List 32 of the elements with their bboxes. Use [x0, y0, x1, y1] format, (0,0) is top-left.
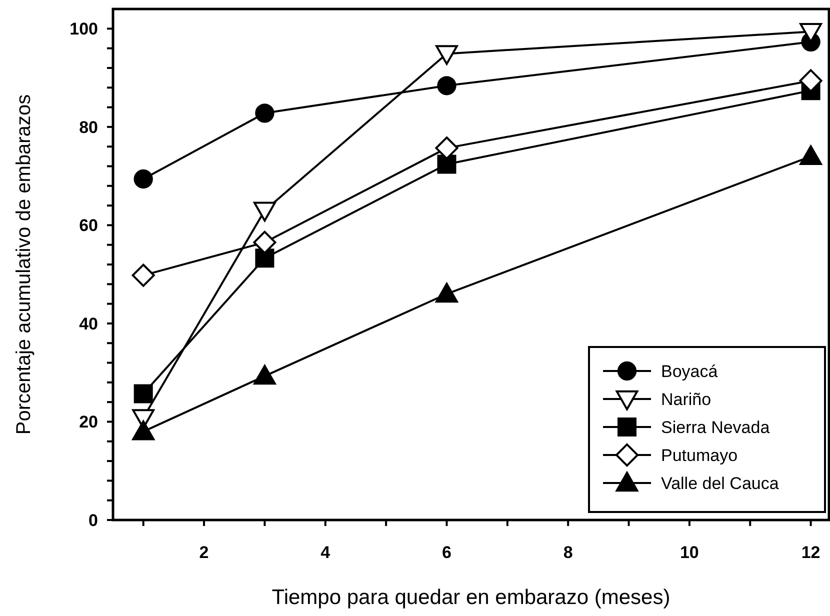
point [255, 248, 274, 268]
y-tick-label: 20 [79, 412, 98, 432]
point [437, 76, 456, 96]
point [255, 104, 274, 123]
y-tick-label: 60 [79, 216, 98, 236]
point [134, 169, 153, 189]
point [437, 154, 456, 174]
point [132, 264, 155, 287]
x-tick-label: 2 [199, 543, 209, 562]
y-tick-label: 40 [79, 314, 98, 334]
x-tick-label: 6 [442, 543, 452, 562]
y-axis-title: Porcentaje acumulativo de embarazos [13, 94, 35, 435]
legend-label: Nariño [661, 390, 712, 409]
point [800, 145, 822, 166]
point [436, 282, 458, 303]
legend-label: Sierra Nevada [661, 418, 770, 437]
x-tick-label: 12 [801, 543, 820, 562]
point [132, 420, 155, 440]
y-tick-label: 80 [79, 118, 98, 137]
legend-label: Boyacá [661, 362, 718, 381]
y-tick-label: 0 [88, 511, 98, 530]
x-tick-label: 8 [563, 543, 573, 562]
point [134, 384, 153, 404]
point [253, 202, 276, 222]
x-axis-title: Tiempo para quedar en embarazo (meses) [272, 586, 670, 609]
legend-label: Putumayo [661, 446, 738, 465]
point [436, 45, 458, 65]
legend-label: Valle del Cauca [661, 474, 780, 493]
y-tick-label: 100 [70, 20, 98, 39]
point [253, 364, 276, 385]
x-tick-label: 4 [320, 543, 331, 562]
x-tick-label: 10 [680, 543, 699, 562]
